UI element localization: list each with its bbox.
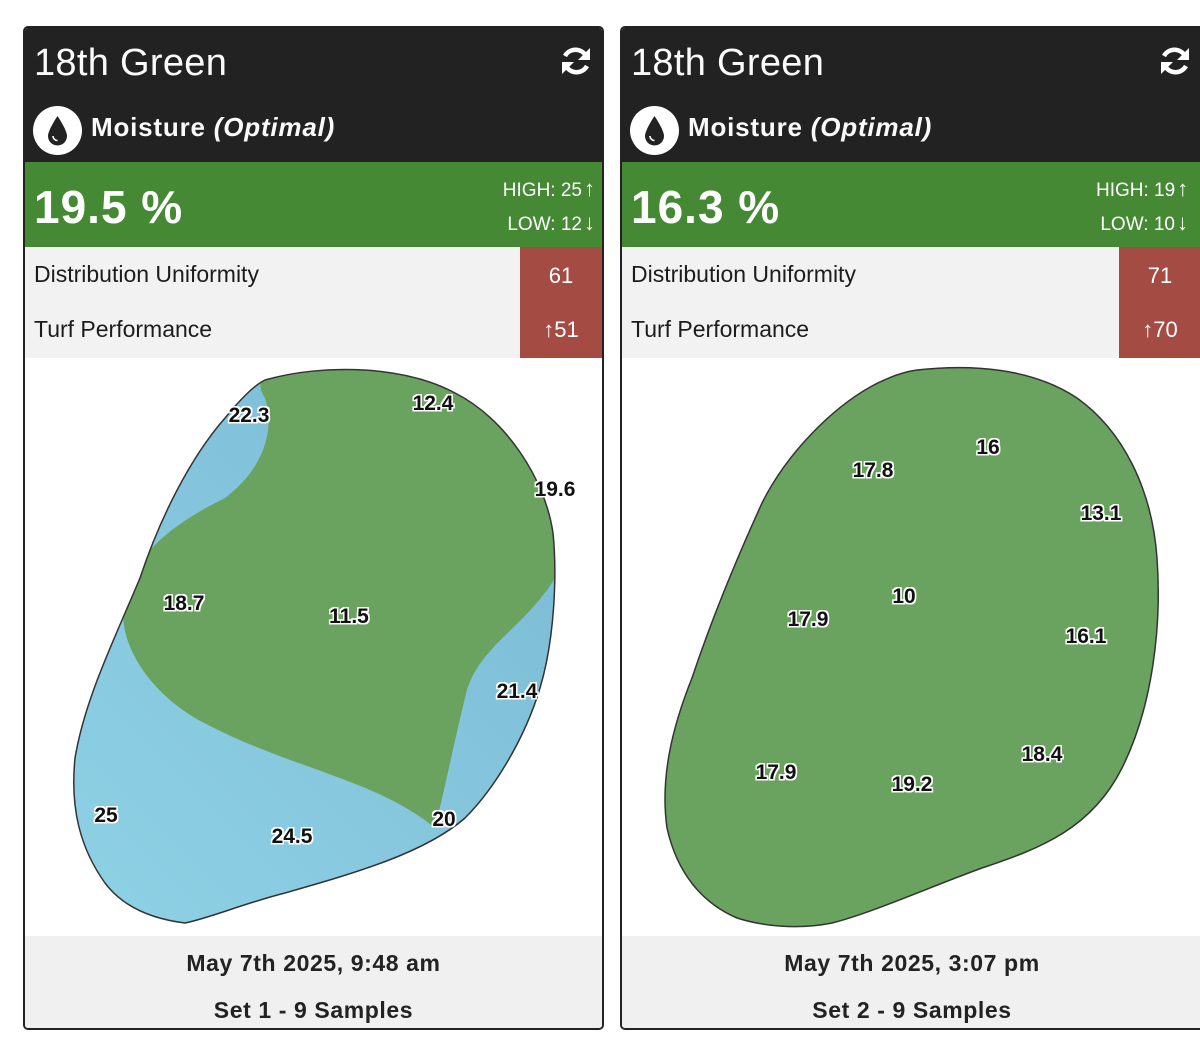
sample-value: 13.1 [1080, 502, 1122, 525]
tp-value: 70 [1153, 317, 1178, 342]
arrow-down-icon: ↓ [584, 210, 595, 235]
metric-status: (Optimal) [213, 112, 336, 142]
low-reading: LOW: 10↓ [1096, 210, 1188, 236]
sample-value: 22.3 [228, 404, 270, 427]
low-text: LOW: 10 [1100, 214, 1175, 235]
du-label: Distribution Uniformity [631, 261, 856, 287]
card-footer: May 7th 2025, 3:07 pm Set 2 - 9 Samples [622, 936, 1200, 1028]
score-column: 71 ↑70 [1119, 247, 1200, 358]
metric-status: (Optimal) [810, 112, 933, 142]
arrow-up-icon: ↑ [1142, 317, 1154, 342]
sample-value: 16 [976, 436, 1000, 459]
high-reading: HIGH: 19↑ [1096, 176, 1188, 202]
sample-value: 18.7 [163, 592, 205, 615]
green-card-set-1: 18th Green Moisture (Optimal) 19.5 % HIG… [23, 26, 604, 1030]
card-footer: May 7th 2025, 9:48 am Set 1 - 9 Samples [25, 936, 602, 1028]
sample-value: 17.9 [787, 608, 829, 631]
tp-score: ↑70 [1119, 317, 1200, 343]
reading-date: May 7th 2025, 9:48 am [186, 950, 441, 976]
sample-value: 11.5 [329, 605, 369, 628]
moisture-band: 16.3 % HIGH: 19↑ LOW: 10↓ [622, 162, 1200, 247]
stats-panel: Distribution Uniformity Turf Performance… [622, 247, 1200, 358]
low-text: LOW: 12 [507, 214, 582, 235]
du-label: Distribution Uniformity [34, 261, 259, 287]
sample-value: 16.1 [1065, 625, 1107, 648]
tp-score: ↑51 [520, 317, 602, 343]
arrow-up-icon: ↑ [543, 317, 555, 342]
moisture-value: 19.5 % [34, 181, 184, 233]
arrow-down-icon: ↓ [1177, 210, 1188, 235]
green-outline-map [73, 368, 556, 924]
tp-value: 51 [554, 317, 579, 342]
moisture-value: 16.3 % [631, 181, 781, 233]
sample-value: 17.9 [755, 761, 797, 784]
high-text: HIGH: 19 [1096, 180, 1176, 201]
moisture-band: 19.5 % HIGH: 25↑ LOW: 12↓ [25, 162, 602, 247]
metric-name: Moisture [91, 112, 206, 142]
sample-value: 18.4 [1021, 743, 1063, 766]
green-title: 18th Green [34, 42, 228, 84]
refresh-icon[interactable] [1158, 44, 1192, 78]
sample-value: 12.4 [412, 392, 454, 415]
water-drop-icon [33, 106, 82, 155]
sample-value: 19.6 [534, 478, 576, 501]
refresh-icon[interactable] [559, 44, 593, 78]
tp-label: Turf Performance [631, 316, 810, 342]
sample-value: 19.2 [891, 773, 933, 796]
card-header: 18th Green Moisture (Optimal) [25, 28, 602, 162]
arrow-up-icon: ↑ [1177, 176, 1189, 201]
sample-value: 20 [432, 808, 456, 831]
card-header: 18th Green Moisture (Optimal) [622, 28, 1200, 162]
green-outline-map [664, 366, 1159, 928]
metric-heading: Moisture (Optimal) [91, 112, 335, 143]
high-text: HIGH: 25 [502, 180, 582, 201]
green-title: 18th Green [631, 42, 825, 84]
metric-name: Moisture [688, 112, 803, 142]
sample-value: 21.4 [496, 680, 538, 703]
sample-value: 25 [94, 804, 118, 827]
sample-value: 24.5 [271, 825, 313, 848]
moisture-map: 17.8 16 13.1 17.9 10 16.1 17.9 19.2 18.4 [622, 358, 1200, 936]
stats-panel: Distribution Uniformity Turf Performance… [25, 247, 602, 358]
sample-value: 10 [892, 585, 916, 608]
sample-set: Set 2 - 9 Samples [812, 997, 1012, 1023]
sample-set: Set 1 - 9 Samples [213, 997, 414, 1023]
arrow-up-icon: ↑ [584, 176, 595, 201]
water-drop-icon [630, 106, 679, 155]
sample-value: 17.8 [852, 459, 894, 482]
tp-label: Turf Performance [34, 316, 213, 342]
metric-heading: Moisture (Optimal) [688, 112, 932, 143]
green-card-set-2: 18th Green Moisture (Optimal) 16.3 % HIG… [620, 26, 1200, 1030]
moisture-map: 22.3 12.4 19.6 18.7 11.5 21.4 25 24.5 20 [25, 358, 602, 936]
reading-date: May 7th 2025, 3:07 pm [784, 950, 1040, 976]
du-value: 61 [548, 263, 574, 288]
low-reading: LOW: 12↓ [507, 210, 595, 236]
high-reading: HIGH: 25↑ [503, 176, 595, 202]
du-value: 71 [1147, 263, 1173, 288]
score-column: 61 ↑51 [520, 247, 602, 358]
